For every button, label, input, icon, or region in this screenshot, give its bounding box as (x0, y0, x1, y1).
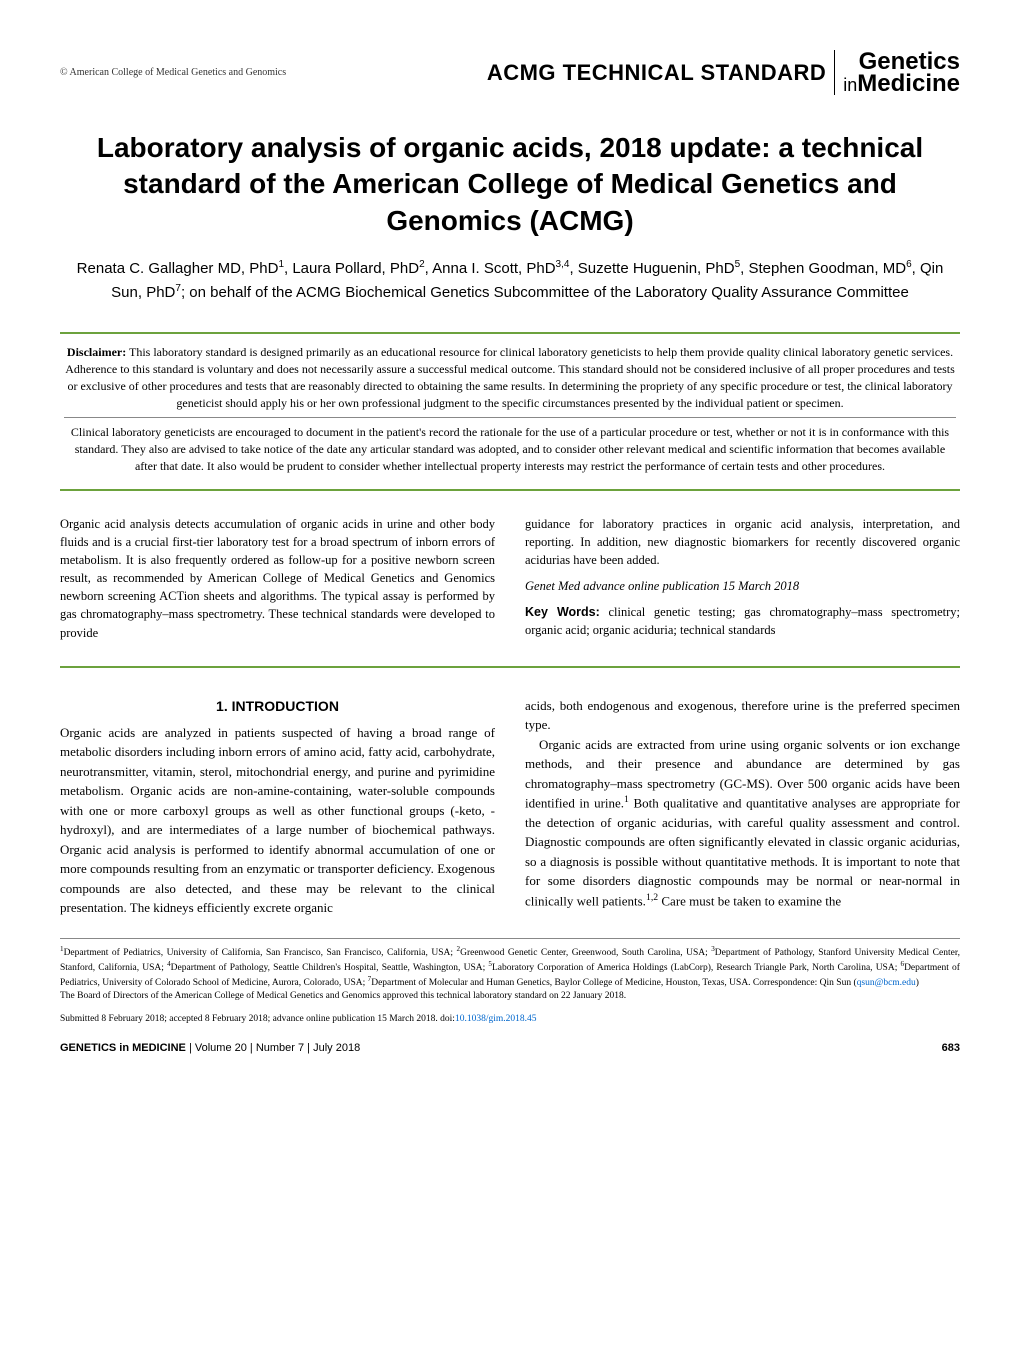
body-section: 1. INTRODUCTION Organic acids are analyz… (60, 696, 960, 918)
abstract-keywords: Key Words: clinical genetic testing; gas… (525, 603, 960, 639)
submission-info: Submitted 8 February 2018; accepted 8 Fe… (60, 1014, 960, 1024)
disclaimer-divider (64, 417, 956, 418)
article-title: Laboratory analysis of organic acids, 20… (60, 130, 960, 239)
abstract-left-col: Organic acid analysis detects accumulati… (60, 515, 495, 650)
abstract-right-text: guidance for laboratory practices in org… (525, 515, 960, 569)
body-left-p1: Organic acids are analyzed in patients s… (60, 723, 495, 918)
body-right-p2: Organic acids are extracted from urine u… (525, 735, 960, 911)
section-type-label: ACMG TECHNICAL STANDARD (487, 60, 826, 86)
disclaimer-box: Disclaimer: This laboratory standard is … (60, 332, 960, 491)
body-right-p1: acids, both endogenous and exogenous, th… (525, 696, 960, 735)
disclaimer-para-1: Disclaimer: This laboratory standard is … (64, 344, 956, 411)
affiliation-footnotes: 1Department of Pediatrics, University of… (60, 938, 960, 1003)
disclaimer-para-2: Clinical laboratory geneticists are enco… (64, 424, 956, 474)
footer-journal-info: GENETICS in MEDICINE | Volume 20 | Numbe… (60, 1042, 360, 1054)
abstract-left-text: Organic acid analysis detects accumulati… (60, 515, 495, 642)
page-header: © American College of Medical Genetics a… (60, 50, 960, 95)
abstract-citation: Genet Med advance online publication 15 … (525, 577, 960, 595)
journal-name-line2: inMedicine (843, 73, 960, 95)
body-left-col: 1. INTRODUCTION Organic acids are analyz… (60, 696, 495, 918)
page-footer: GENETICS in MEDICINE | Volume 20 | Numbe… (60, 1042, 960, 1054)
header-divider (834, 50, 835, 95)
copyright-text: © American College of Medical Genetics a… (60, 67, 286, 78)
abstract-right-col: guidance for laboratory practices in org… (525, 515, 960, 650)
body-right-col: acids, both endogenous and exogenous, th… (525, 696, 960, 918)
journal-logo: Genetics inMedicine (843, 51, 960, 94)
author-list: Renata C. Gallagher MD, PhD1, Laura Poll… (60, 257, 960, 304)
abstract-section: Organic acid analysis detects accumulati… (60, 515, 960, 668)
section-heading: 1. INTRODUCTION (60, 696, 495, 717)
page-number: 683 (942, 1042, 960, 1054)
